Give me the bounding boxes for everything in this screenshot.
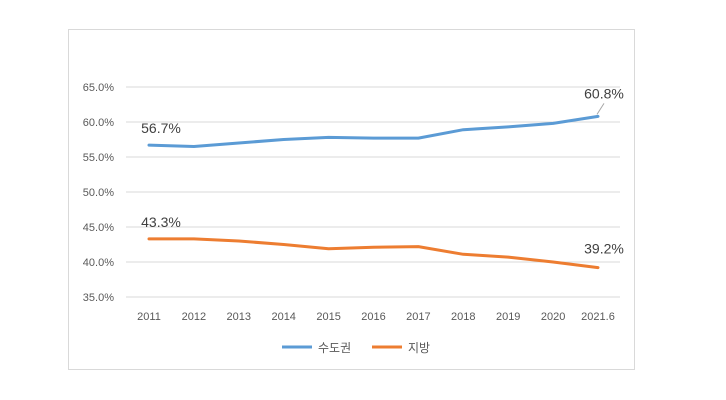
x-tick-label: 2013 [227,311,251,323]
legend-label: 수도권 [318,341,351,355]
x-tick-label: 2012 [182,311,206,323]
x-tick-label: 2018 [451,311,475,323]
leader-line [596,103,605,115]
y-tick-label: 40.0% [83,257,114,269]
x-tick-label: 2015 [316,311,340,323]
y-tick-label: 55.0% [83,152,114,164]
x-tick-label: 2014 [271,311,295,323]
y-tick-label: 65.0% [83,82,114,94]
series-line [147,237,600,270]
x-tick-label: 2019 [496,311,520,323]
x-tick-label: 2017 [406,311,430,323]
data-label: 60.8% [584,85,624,101]
x-tick-label: 2021.6 [581,311,615,323]
legend-label: 지방 [408,341,430,355]
y-tick-label: 35.0% [83,292,114,304]
x-tick-label: 2011 [137,311,161,323]
y-tick-label: 45.0% [83,222,114,234]
x-tick-label: 2016 [361,311,385,323]
data-label: 56.7% [141,120,181,136]
data-label: 39.2% [584,241,624,257]
x-tick-label: 2020 [541,311,565,323]
data-label: 43.3% [141,214,181,230]
series-line [147,114,600,148]
y-tick-label: 60.0% [83,117,114,129]
chart-frame [68,29,635,370]
y-tick-label: 50.0% [83,187,114,199]
